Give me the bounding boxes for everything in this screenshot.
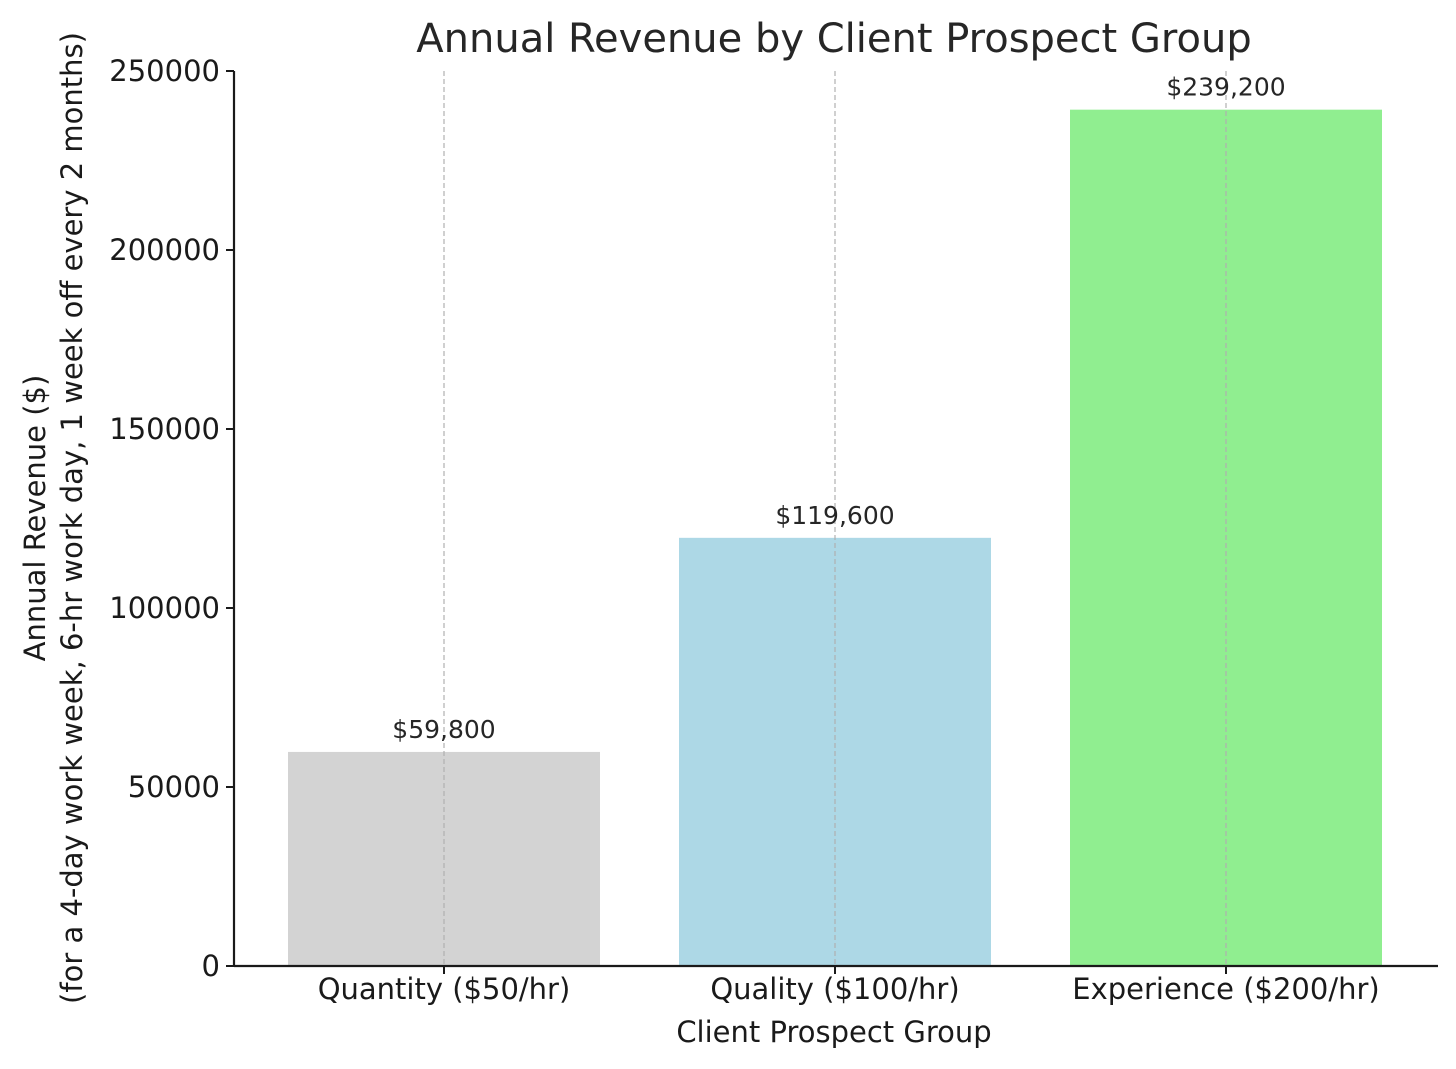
- x-tick-label-1: Quality ($100/hr): [710, 972, 959, 1006]
- data-labels: $59,800 $119,600 $239,200: [392, 73, 1285, 744]
- chart-title: Annual Revenue by Client Prospect Group: [416, 16, 1251, 62]
- data-label-2: $239,200: [1166, 73, 1285, 102]
- data-label-0: $59,800: [392, 715, 495, 744]
- y-axis-label-line2: (for a 4-day work week, 6-hr work day, 1…: [55, 32, 89, 1004]
- x-ticks: Quantity ($50/hr) Quality ($100/hr) Experi…: [318, 966, 1380, 1006]
- y-ticks: 0 50000 100000 150000 200000 250000: [109, 54, 234, 983]
- y-tick-label-4: 200000: [109, 233, 220, 267]
- x-axis-label: Client Prospect Group: [676, 1015, 991, 1049]
- y-axis-label-line1: Annual Revenue ($): [18, 375, 52, 662]
- y-tick-label-3: 150000: [109, 412, 220, 446]
- x-tick-label-0: Quantity ($50/hr): [318, 972, 571, 1006]
- y-tick-label-1: 50000: [128, 770, 220, 804]
- y-tick-label-0: 0: [202, 949, 220, 983]
- y-tick-label-5: 250000: [109, 54, 220, 88]
- data-label-1: $119,600: [775, 501, 894, 530]
- x-tick-label-2: Experience ($200/hr): [1072, 972, 1379, 1006]
- grid-lines: [443, 71, 1227, 966]
- y-tick-label-2: 100000: [109, 591, 220, 625]
